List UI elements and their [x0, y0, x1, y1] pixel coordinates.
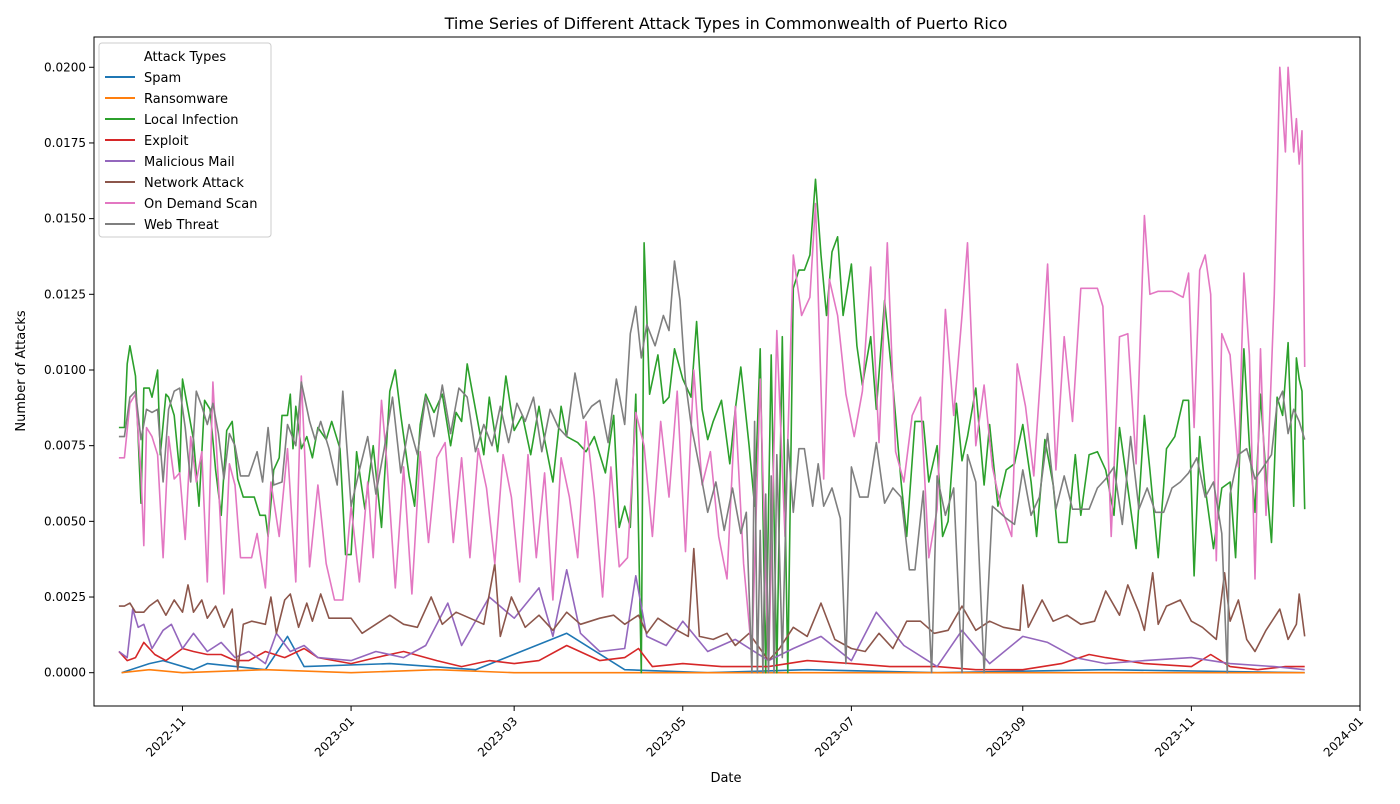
legend-label: Malicious Mail	[144, 155, 235, 170]
legend-label: On Demand Scan	[144, 197, 257, 212]
series-line-web-threat	[118, 260, 1306, 674]
x-tick-label: 2023-05	[644, 714, 689, 759]
legend-label: Web Threat	[144, 218, 219, 233]
x-axis: 2022-11 2023-01 2023-03 2023-05 2023-07 2023-…	[143, 706, 1366, 760]
y-tick-label: 0.0200	[44, 60, 86, 74]
y-tick-label: 0.0050	[44, 514, 86, 528]
legend-label: Ransomware	[144, 92, 228, 107]
series-line-local-infection	[118, 178, 1306, 674]
chart-title: Time Series of Different Attack Types in…	[444, 14, 1008, 33]
y-tick-label: 0.0000	[44, 666, 86, 680]
series-line-exploit	[118, 641, 1305, 671]
x-tick-label: 2023-11	[1152, 714, 1197, 759]
legend-title: Attack Types	[144, 50, 226, 65]
legend-label: Local Infection	[144, 113, 239, 128]
x-tick-label: 2023-09	[984, 714, 1029, 759]
plot-area	[118, 66, 1306, 674]
x-tick-label: 2023-01	[312, 714, 357, 759]
y-tick-label: 0.0025	[44, 590, 86, 604]
legend-label: Network Attack	[144, 176, 244, 191]
x-axis-label: Date	[710, 771, 741, 786]
series-line-spam	[121, 632, 1305, 674]
series-line-on-demand-scan	[118, 66, 1306, 674]
legend-label: Spam	[144, 71, 181, 86]
plot-frame	[93, 36, 1361, 707]
legend-label: Exploit	[144, 134, 188, 149]
y-tick-label: 0.0075	[44, 439, 86, 453]
x-tick-label: 2024-01	[1321, 714, 1366, 759]
x-tick-label: 2022-11	[143, 714, 188, 759]
series-line-malicious-mail	[118, 569, 1305, 671]
legend-box	[98, 42, 272, 238]
y-axis: 0.0000 0.0025 0.0050 0.0075 0.0100 0.0125 0.01…	[44, 60, 94, 680]
legend: Attack Types Spam Ransomware Local Infecti…	[98, 42, 272, 238]
series-line-network-attack	[118, 547, 1306, 671]
y-tick-label: 0.0125	[44, 287, 86, 301]
x-tick-label: 2023-03	[475, 714, 520, 759]
y-tick-label: 0.0175	[44, 136, 86, 150]
y-tick-label: 0.0150	[44, 212, 86, 226]
series-line-ransomware	[121, 668, 1305, 674]
y-tick-label: 0.0100	[44, 363, 86, 377]
legend-items: Spam Ransomware Local Infection Exploit Mali…	[105, 71, 257, 233]
y-axis-label: Number of Attacks	[14, 310, 29, 432]
x-tick-label: 2023-07	[812, 714, 857, 759]
